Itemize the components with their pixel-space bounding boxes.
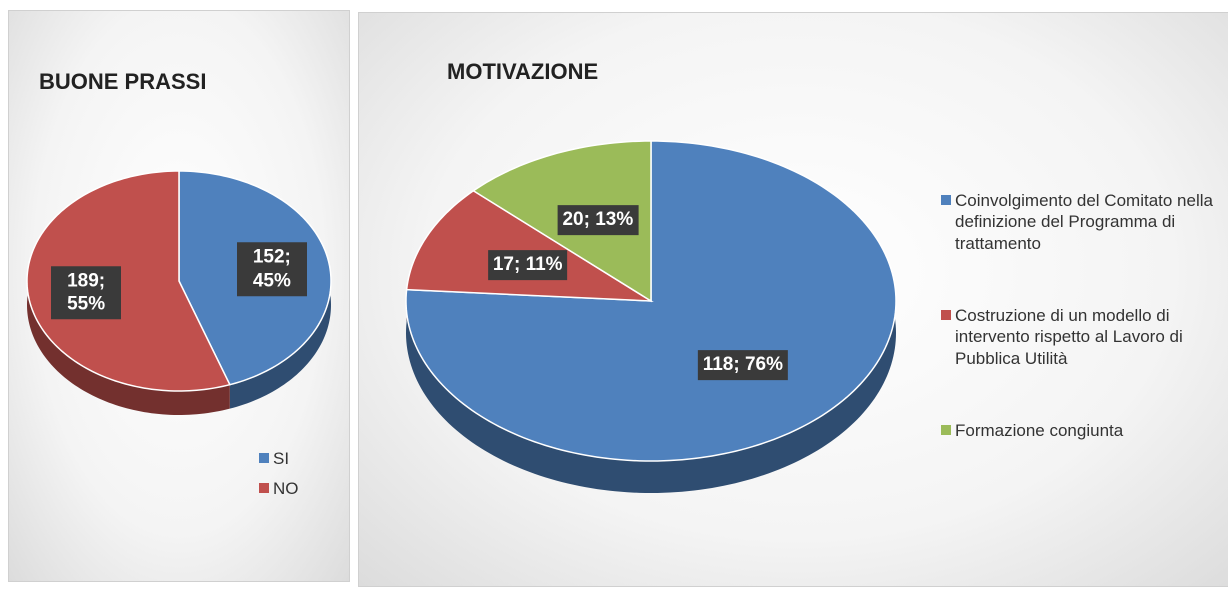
slice-top (405, 189, 654, 302)
chart-panel: BUONE PRASSI 152; 45% SI 189; 55% NO (8, 10, 350, 582)
legend-item: NO (259, 478, 339, 499)
data-label: 152; 45% (236, 242, 307, 297)
pie-tops (405, 140, 897, 462)
pie-slice (26, 170, 231, 392)
chart-panel: MOTIVAZIONE 118; 76% Coinvolgimento del Co… (358, 12, 1228, 587)
legend-label: Formazione congiunta (955, 421, 1124, 440)
legend-label: SI (273, 449, 290, 468)
chart-title: MOTIVAZIONE (447, 59, 599, 84)
legend-item: Coinvolgimento del Comitato nella defini… (941, 190, 1228, 254)
legend-item: SI (259, 448, 339, 469)
legend-swatch (259, 483, 269, 493)
legend-swatch (941, 310, 951, 320)
data-label: 189; 55% (51, 265, 122, 320)
legend-swatch (941, 195, 951, 205)
pie-plot (405, 140, 897, 493)
pie-slice (405, 189, 654, 302)
legend-label: Costruzione di un modello di intervento … (955, 306, 1183, 368)
legend-swatch (941, 425, 951, 435)
legend-label: Coinvolgimento del Comitato nella defini… (955, 191, 1213, 253)
chart-title: BUONE PRASSI (39, 69, 207, 94)
slice-top (26, 170, 231, 392)
data-label: 118; 76% (697, 350, 788, 381)
slice-side (27, 171, 230, 415)
legend-label: NO (273, 479, 299, 498)
legend-swatch (259, 453, 269, 463)
legend-item: Formazione congiunta (941, 420, 1228, 441)
data-label: 17; 11% (487, 250, 568, 281)
data-label: 20; 13% (557, 205, 639, 235)
legend-item: Costruzione di un modello di intervento … (941, 305, 1228, 369)
